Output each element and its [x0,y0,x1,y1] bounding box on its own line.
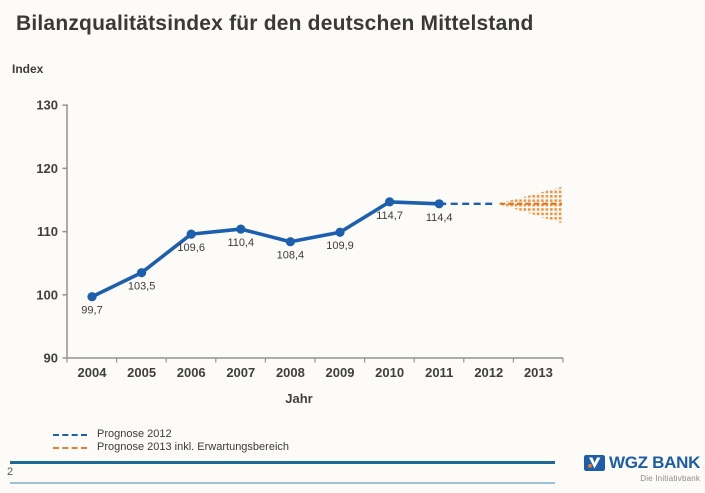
x-tick-label: 2013 [524,365,553,380]
legend-label: Prognose 2013 inkl. Erwartungsbereich [97,441,290,453]
data-point-marker [285,237,295,247]
wgz-bank-logo: WGZ BANK Die Initiativbank [584,453,700,483]
data-point-label: 108,4 [277,250,305,262]
x-axis-title: Jahr [285,391,312,406]
data-point-label: 114,7 [376,210,403,222]
page-number: 2 [7,466,14,478]
x-tick-label: 2005 [127,365,156,380]
data-point-label: 114,4 [426,212,453,224]
x-tick-label: 2004 [78,365,108,380]
wgz-bank-logo-icon [584,455,605,471]
page-title: Bilanzqualitätsindex für den deutschen M… [16,12,534,35]
x-tick-label: 2010 [375,365,404,380]
data-point-marker [137,268,147,278]
footer-divider-bottom [10,482,555,484]
data-point-marker [385,197,395,207]
footer-divider-top [10,461,555,464]
data-point-marker [87,292,97,302]
data-point-marker [236,224,246,234]
x-tick-label: 2011 [425,365,453,380]
forecast-2013-fan [497,186,562,224]
data-point-label: 103,5 [128,281,156,293]
legend-item-prognose-2013: Prognose 2013 inkl. Erwartungsbereich [53,441,289,454]
y-tick-label: 100 [36,287,58,302]
y-tick-label: 110 [37,224,58,239]
logo-tagline: Die Initiativbank [640,474,701,483]
data-point-label: 109,9 [326,240,354,252]
series-line [90,200,442,299]
data-point-label: 99,7 [81,305,102,317]
legend-label: Prognose 2012 [97,428,172,440]
y-tick-label: 130 [36,98,58,113]
legend-dash-orange-icon [53,446,87,449]
data-point-marker [186,229,196,239]
y-axis-title: Index [12,62,44,76]
x-tick-label: 2008 [276,365,305,380]
data-point-label: 109,6 [177,242,205,254]
x-tick-label: 2009 [326,365,355,380]
chart-legend: Prognose 2012 Prognose 2013 inkl. Erwart… [53,428,289,454]
y-tick-label: 90 [44,351,58,366]
x-tick-label: 2006 [177,365,206,380]
line-chart: 90 100 110 120 130 2004 2005 2006 2007 2008 2009 20… [36,98,564,406]
legend-item-prognose-2012: Prognose 2012 [53,428,289,441]
data-point-marker [335,227,345,237]
data-point-marker [434,199,444,209]
x-tick-label: 2007 [226,365,255,380]
y-tick-label: 120 [36,161,58,176]
legend-dash-blue-icon [53,433,87,436]
logo-text: WGZ BANK [609,453,701,472]
x-tick-label: 2012 [474,365,503,380]
data-point-label: 110,4 [227,237,254,249]
